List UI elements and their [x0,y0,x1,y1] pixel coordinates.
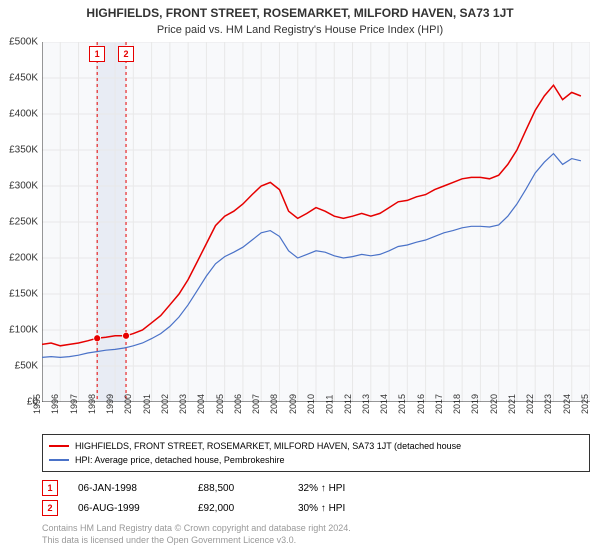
x-tick-label: 2012 [343,404,363,414]
attribution-line: This data is licensed under the Open Gov… [42,534,590,546]
attribution: Contains HM Land Registry data © Crown c… [42,522,590,546]
x-tick-label: 2008 [269,404,289,414]
legend-row-hpi: HPI: Average price, detached house, Pemb… [49,453,583,467]
x-tick-label: 2025 [580,404,600,414]
x-tick-label: 1996 [50,404,70,414]
sale-pct: 30% ↑ HPI [298,503,398,514]
legend-row-property: HIGHFIELDS, FRONT STREET, ROSEMARKET, MI… [49,439,583,453]
x-tick-label: 2000 [123,404,143,414]
sales-table: 1 06-JAN-1998 £88,500 32% ↑ HPI 2 06-AUG… [42,480,590,516]
plot-area: £0£50K£100K£150K£200K£250K£300K£350K£400… [42,42,590,402]
y-tick-label: £250K [9,217,38,228]
x-tick-label: 2004 [196,404,216,414]
legend-label-hpi: HPI: Average price, detached house, Pemb… [75,453,284,467]
chart-area: £0£50K£100K£150K£200K£250K£300K£350K£400… [42,42,590,422]
x-tick-label: 2024 [562,404,582,414]
chart-svg [42,42,590,402]
y-tick-label: £350K [9,145,38,156]
y-tick-label: £300K [9,181,38,192]
legend-swatch-property [49,445,69,447]
y-tick-label: £400K [9,109,38,120]
x-tick-label: 2017 [434,404,454,414]
y-tick-label: £450K [9,73,38,84]
x-tick-label: 2002 [160,404,180,414]
sale-pct: 32% ↑ HPI [298,483,398,494]
x-tick-label: 2009 [288,404,308,414]
sale-price: £92,000 [198,503,278,514]
chart-footer: HIGHFIELDS, FRONT STREET, ROSEMARKET, MI… [42,434,590,546]
sales-row: 2 06-AUG-1999 £92,000 30% ↑ HPI [42,500,590,516]
x-tick-label: 2015 [397,404,417,414]
x-tick-label: 2016 [416,404,436,414]
chart-container: HIGHFIELDS, FRONT STREET, ROSEMARKET, MI… [0,0,600,560]
x-tick-label: 1998 [87,404,107,414]
legend-label-property: HIGHFIELDS, FRONT STREET, ROSEMARKET, MI… [75,439,461,453]
x-tick-label: 2021 [507,404,527,414]
y-tick-label: £50K [15,361,38,372]
x-tick-label: 2010 [306,404,326,414]
sale-price: £88,500 [198,483,278,494]
x-tick-label: 2020 [489,404,509,414]
x-tick-label: 2023 [543,404,563,414]
chart-subtitle: Price paid vs. HM Land Registry's House … [0,20,600,42]
legend: HIGHFIELDS, FRONT STREET, ROSEMARKET, MI… [42,434,590,472]
x-tick-label: 2019 [470,404,490,414]
chart-title: HIGHFIELDS, FRONT STREET, ROSEMARKET, MI… [0,0,600,20]
legend-swatch-hpi [49,459,69,461]
sale-date: 06-JAN-1998 [78,483,178,494]
y-tick-label: £100K [9,325,38,336]
x-tick-label: 1997 [69,404,89,414]
y-tick-label: £500K [9,37,38,48]
sale-marker-tag: 2 [118,46,134,62]
y-tick-label: £200K [9,253,38,264]
x-tick-label: 2001 [142,404,162,414]
x-tick-label: 2006 [233,404,253,414]
x-tick-label: 2005 [215,404,235,414]
sale-marker-tag: 1 [89,46,105,62]
y-tick-label: £150K [9,289,38,300]
attribution-line: Contains HM Land Registry data © Crown c… [42,522,590,534]
sale-tag-2: 2 [42,500,58,516]
x-tick-label: 2011 [325,404,344,414]
sale-date: 06-AUG-1999 [78,503,178,514]
x-tick-label: 2013 [361,404,381,414]
sales-row: 1 06-JAN-1998 £88,500 32% ↑ HPI [42,480,590,496]
sale-tag-1: 1 [42,480,58,496]
